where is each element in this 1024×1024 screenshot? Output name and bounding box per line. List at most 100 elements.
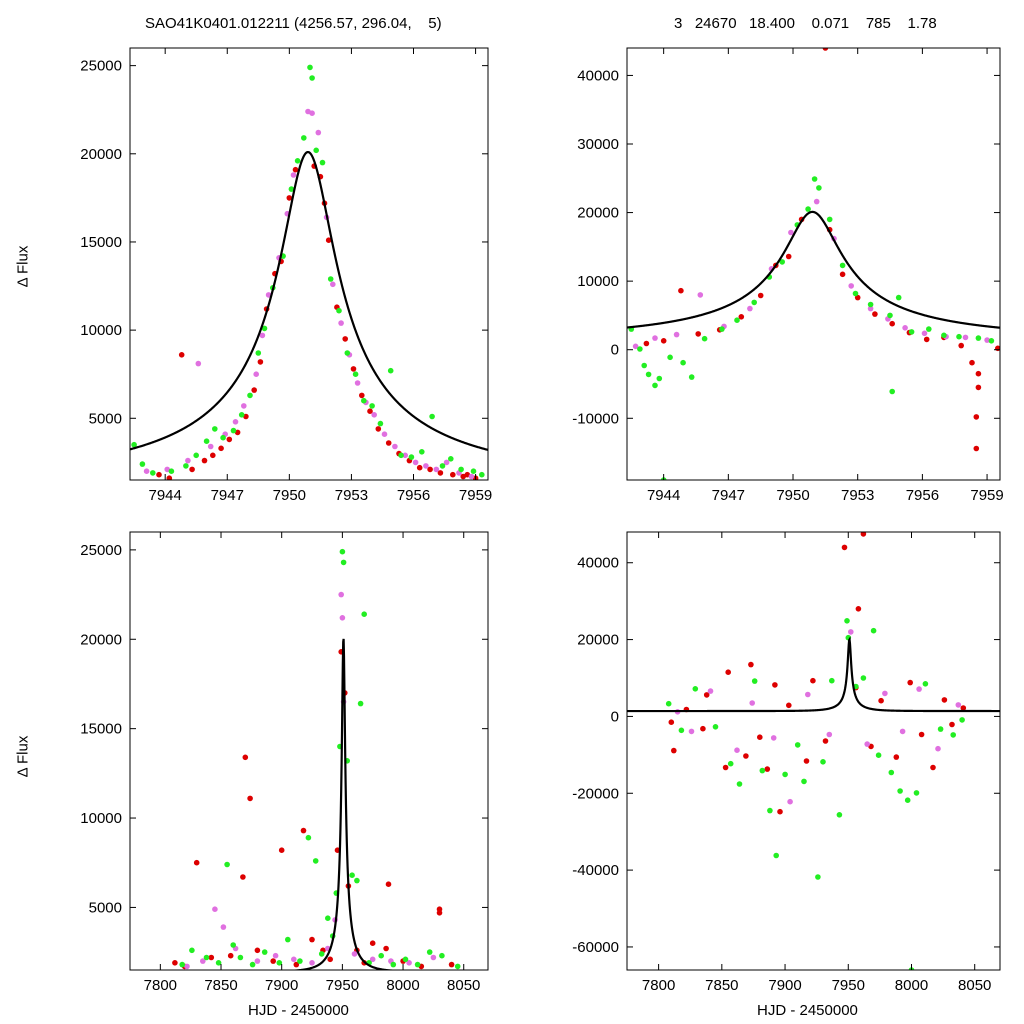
data-point-red [748,661,754,668]
data-point-green [344,350,351,356]
data-point-red [668,719,675,725]
data-point-pink [412,459,419,466]
data-point-green [688,374,695,380]
data-point-red [822,738,829,744]
header-left: SAO41K0401.012211 (4256.57, 296.04, 5) [145,15,442,32]
data-point-red [839,271,846,278]
data-point-green [179,961,185,968]
data-point-red [949,721,955,728]
data-point-green [922,681,929,687]
data-point-red [973,414,980,420]
data-point-green [212,426,218,432]
data-point-green [656,375,663,382]
data-point-pink [902,325,908,331]
x-tick-label: 7850 [204,977,237,994]
data-point-green [719,326,725,332]
data-point-red [254,947,261,954]
data-point-green [870,627,877,634]
data-point-pink [392,443,398,450]
data-point-green [305,834,312,841]
data-point-red [342,336,349,342]
data-point-green [959,717,965,723]
data-point-pink [673,331,680,338]
data-point-green [904,797,911,803]
data-point-green [261,949,268,955]
plot-frame [626,531,1001,971]
y-tick-label: -40000 [572,862,619,879]
data-point-green [139,461,146,467]
data-points-bottom-right [627,532,1000,970]
data-point-pink [848,283,854,289]
data-point-pink [921,330,928,337]
data-point-green [349,872,355,878]
data-point-red [941,697,948,703]
data-point-red [286,195,293,201]
x-tick-label: 7953 [335,487,368,504]
data-point-green [408,454,415,460]
data-point-red [166,475,173,480]
data-point-green [888,769,895,776]
data-point-green [692,686,699,692]
x-tick-label: 7950 [776,487,809,504]
x-tick-label: 7850 [705,977,738,994]
data-point-green [895,294,902,301]
data-point-red [923,336,930,343]
data-point-red [872,311,878,317]
data-point-green [439,463,446,469]
data-point-green [325,915,331,921]
data-point-green [794,742,801,748]
data-point-pink [371,412,378,418]
y-tick-label: -20000 [572,785,619,802]
data-point-pink [688,728,695,735]
data-point-pink [241,403,247,409]
data-point-green [402,956,409,963]
data-point-green [727,760,734,767]
x-tick-label: 7953 [841,487,874,504]
data-point-red [325,237,332,243]
data-point-green [301,135,307,141]
data-point-pink [185,457,191,464]
data-point-red [889,320,895,327]
data-point-green [414,961,421,968]
data-point-green [712,724,719,730]
data-point-red [777,808,783,815]
data-point-pink [207,443,214,450]
data-point-red [841,544,848,551]
data-point-red [309,936,315,943]
model-curve [627,636,1000,713]
data-point-pink [290,172,297,178]
data-point-red [671,747,677,754]
data-point-pink [805,691,811,698]
data-point-red [703,692,710,698]
data-point-red [822,48,829,51]
panel-top-right: 7944 7947 7950 7953 7956 7959 -10000 0 10000 2000… [572,47,1004,504]
data-point-pink [259,332,266,339]
data-point-green [318,951,325,957]
data-point-red [695,331,701,337]
data-point-green [734,317,740,324]
data-point-green [751,678,758,684]
data-points-top-right [627,48,1000,480]
y-tick-label: 30000 [577,136,619,153]
data-point-green [426,949,433,955]
data-point-green [230,942,236,948]
data-point-red [359,392,365,399]
data-point-red [958,342,964,349]
data-point-green [637,346,643,352]
x-tick-label: 7900 [265,977,298,994]
data-point-pink [423,463,429,469]
data-point-red [660,338,667,344]
model-curve [130,150,488,451]
header-right: 3 24670 18.400 0.071 785 1.78 [674,15,937,32]
data-point-green [255,350,262,356]
x-tick-label: 8050 [447,977,480,994]
y-tick-label: 20000 [577,205,619,222]
y-tick-label: 10000 [577,273,619,290]
data-point-pink [697,292,704,298]
x-tick-label: 7950 [273,487,306,504]
data-point-red [383,945,389,952]
data-point-red [700,725,706,732]
data-point-red [189,466,195,473]
data-point-pink [788,229,794,236]
data-point-red [725,669,731,675]
